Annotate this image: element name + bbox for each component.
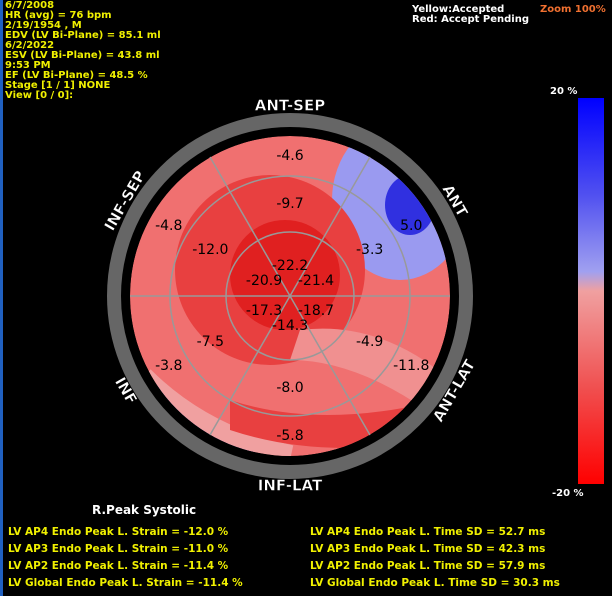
segment-value: -9.7 bbox=[276, 196, 303, 212]
bulls-eye bbox=[130, 136, 450, 456]
footer-left: LV AP4 Endo Peak L. Strain = -12.0 % LV A… bbox=[8, 526, 243, 589]
segment-value: -20.9 bbox=[246, 273, 282, 289]
footer-line: LV AP2 Endo Peak L. Time SD = 57.9 ms bbox=[310, 560, 545, 572]
header-line: 2/19/1954 , M bbox=[5, 20, 82, 31]
footer-line: LV AP2 Endo Peak L. Strain = -11.4 % bbox=[8, 560, 229, 572]
footer-right: LV AP4 Endo Peak L. Time SD = 52.7 ms LV … bbox=[310, 526, 560, 589]
segment-value: -8.0 bbox=[276, 380, 303, 396]
segment-values: -4.6 5.0 -11.8 -5.8 -3.8 -4.8 -9.7 -3.3 -4.9 -8.0… bbox=[155, 148, 429, 444]
footer-line: LV AP3 Endo Peak L. Time SD = 42.3 ms bbox=[310, 543, 545, 555]
header-line: 6/2/2022 bbox=[5, 40, 54, 51]
segment-value: -12.0 bbox=[192, 242, 228, 258]
wall-label: ANT-SEP bbox=[255, 97, 325, 115]
footer-line: LV Global Endo Peak L. Strain = -11.4 % bbox=[8, 577, 243, 589]
header-line: Zoom 100% bbox=[540, 4, 606, 15]
footer-title: R.Peak Systolic bbox=[92, 503, 196, 517]
header-line: EF (LV Bi-Plane) = 48.5 % bbox=[5, 70, 148, 81]
header-line: Stage [1 / 1] NONE bbox=[5, 80, 111, 91]
header-line: 9:53 PM bbox=[5, 60, 51, 71]
wall-label: INF-LAT bbox=[258, 477, 323, 495]
edge bbox=[0, 0, 3, 596]
scale-top: 20 % bbox=[550, 86, 577, 97]
segment-value: 5.0 bbox=[400, 218, 422, 234]
segment-value: -4.9 bbox=[356, 334, 383, 350]
scale-bottom: -20 % bbox=[552, 488, 584, 499]
header-line: HR Variation = 10% bbox=[412, 0, 522, 3]
segment-value: -7.5 bbox=[197, 334, 224, 350]
color-bar bbox=[578, 98, 604, 484]
segment-value: -18.7 bbox=[298, 303, 334, 319]
footer-line: LV Global Endo Peak L. Time SD = 30.3 ms bbox=[310, 577, 560, 589]
header-line: HR (avg) = 76 bpm bbox=[5, 10, 112, 21]
segment-value: -14.3 bbox=[272, 318, 308, 334]
segment-value: -22.2 bbox=[272, 258, 308, 274]
segment-value: -21.4 bbox=[298, 273, 334, 289]
header-line: ESV (LV Bi-Plane) = 43.8 ml bbox=[5, 50, 160, 61]
header-line: 6/7/2008 bbox=[5, 0, 54, 11]
footer-line: LV AP4 Endo Peak L. Time SD = 52.7 ms bbox=[310, 526, 545, 538]
footer-line: LV AP3 Endo Peak L. Strain = -11.0 % bbox=[8, 543, 229, 555]
segment-value: -3.3 bbox=[356, 242, 383, 258]
segment-value: -5.8 bbox=[276, 428, 303, 444]
segment-value: -3.8 bbox=[155, 358, 182, 374]
header-line: Red: Accept Pending bbox=[412, 14, 529, 25]
header-line: Yellow:Accepted bbox=[411, 4, 504, 15]
footer-line: LV AP4 Endo Peak L. Strain = -12.0 % bbox=[8, 526, 229, 538]
segment-value: -11.8 bbox=[393, 358, 429, 374]
segment-value: -4.8 bbox=[155, 218, 182, 234]
header-line: EDV (LV Bi-Plane) = 85.1 ml bbox=[5, 30, 161, 41]
outer-ring bbox=[107, 113, 473, 479]
segment-lines bbox=[130, 156, 450, 436]
header-line: View [0 / 0]: bbox=[5, 90, 73, 101]
segment-value: -4.6 bbox=[276, 148, 303, 164]
segment-value: -17.3 bbox=[246, 303, 282, 319]
